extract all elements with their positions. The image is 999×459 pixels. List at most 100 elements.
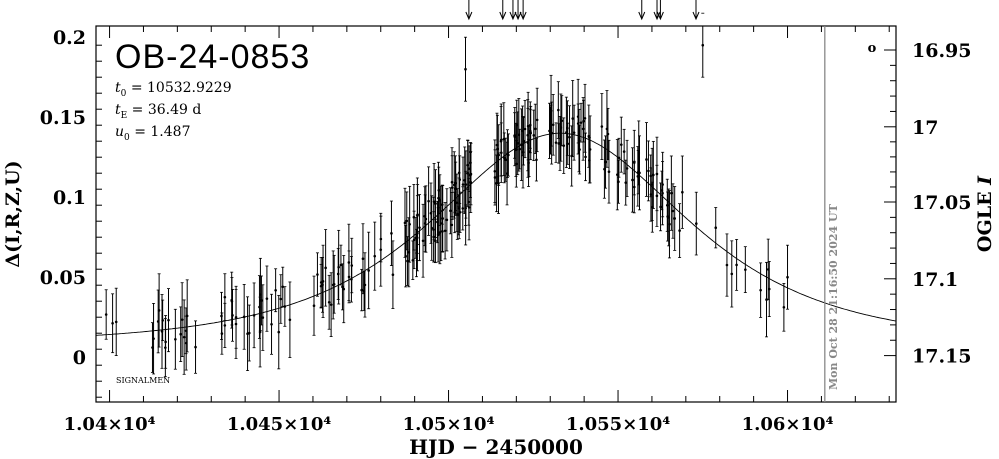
x-axis-label: HJD − 2450000 bbox=[409, 435, 583, 459]
data-point-196 bbox=[562, 117, 566, 174]
data-point-266 bbox=[725, 233, 729, 297]
data-point-104 bbox=[432, 211, 436, 263]
data-point-224 bbox=[624, 159, 628, 206]
observation-arrow-7 bbox=[656, 0, 664, 21]
data-point-29 bbox=[223, 273, 227, 321]
data-point-210 bbox=[576, 103, 580, 144]
data-point-231 bbox=[600, 93, 604, 160]
data-point-61 bbox=[332, 254, 336, 314]
data-point-52 bbox=[347, 250, 351, 304]
data-point-43 bbox=[270, 293, 274, 355]
data-point-74 bbox=[367, 231, 371, 310]
x-tick-label-4: 1.06×10⁴ bbox=[742, 414, 834, 435]
y-tick-label-left-3: 0.15 bbox=[40, 107, 86, 129]
data-point-218 bbox=[581, 97, 585, 161]
data-point-123 bbox=[467, 145, 471, 192]
data-point-261 bbox=[673, 186, 677, 251]
data-point-73 bbox=[363, 252, 367, 318]
data-point-51 bbox=[327, 274, 331, 330]
data-point-62 bbox=[342, 255, 346, 324]
x-tick-label-1: 1.045×10⁴ bbox=[227, 414, 331, 435]
data-point-179 bbox=[528, 109, 532, 154]
data-point-105 bbox=[433, 218, 437, 264]
data-point-180 bbox=[517, 98, 521, 172]
data-point-14 bbox=[173, 308, 177, 370]
data-point-270 bbox=[782, 283, 786, 332]
data-point-140 bbox=[448, 187, 452, 235]
data-point-185 bbox=[513, 112, 517, 159]
y-tick-label-left-4: 0.2 bbox=[53, 27, 86, 49]
data-point-26 bbox=[234, 289, 238, 359]
data-point-211 bbox=[583, 83, 587, 153]
y-tick-label-right-4: 17.15 bbox=[912, 346, 972, 368]
data-point-186 bbox=[551, 94, 555, 156]
data-point-116 bbox=[445, 188, 449, 252]
data-point-98 bbox=[423, 186, 427, 247]
data-point-96 bbox=[407, 217, 411, 288]
data-point-7 bbox=[163, 318, 167, 378]
data-point-192 bbox=[547, 102, 551, 159]
data-point-184 bbox=[522, 117, 526, 166]
data-point-187 bbox=[554, 122, 558, 163]
data-point-258 bbox=[714, 207, 718, 249]
observation-arrow-8 bbox=[692, 0, 700, 21]
data-point-70 bbox=[360, 268, 364, 312]
marker-label: o bbox=[868, 41, 877, 56]
data-point-234 bbox=[616, 159, 620, 204]
param-2: u0 = 1.487 bbox=[115, 124, 190, 143]
data-point-268 bbox=[730, 240, 734, 308]
data-point-269 bbox=[766, 238, 770, 301]
data-point-38 bbox=[274, 268, 278, 313]
data-point-236 bbox=[604, 135, 608, 189]
data-point-153 bbox=[533, 103, 537, 154]
observation-arrow-1 bbox=[499, 0, 507, 21]
data-point-39 bbox=[277, 294, 281, 370]
x-tick-label-3: 1.055×10⁴ bbox=[566, 414, 670, 435]
data-points bbox=[104, 12, 790, 378]
data-point-97 bbox=[403, 187, 407, 258]
data-point-65 bbox=[321, 256, 325, 313]
data-point-18 bbox=[184, 315, 188, 371]
data-point-182 bbox=[534, 138, 538, 182]
data-point-136 bbox=[464, 184, 468, 226]
data-point-47 bbox=[339, 244, 343, 286]
data-point-176 bbox=[493, 149, 497, 206]
y-axis-label-right: OGLE I bbox=[974, 175, 996, 252]
data-point-133 bbox=[454, 161, 458, 216]
data-point-208 bbox=[578, 124, 582, 175]
data-point-181 bbox=[515, 99, 519, 151]
data-point-31 bbox=[246, 296, 250, 372]
data-point-56 bbox=[337, 229, 341, 305]
observation-arrow-2 bbox=[509, 0, 517, 21]
data-point-141 bbox=[458, 191, 462, 233]
data-point-233 bbox=[630, 147, 634, 213]
data-point-127 bbox=[466, 140, 470, 191]
data-point-137 bbox=[461, 156, 465, 213]
observation-arrow-0 bbox=[465, 0, 473, 21]
data-point-9 bbox=[157, 273, 161, 348]
data-point-41 bbox=[288, 281, 292, 358]
observation-arrow-6 bbox=[653, 0, 661, 21]
data-point-67 bbox=[389, 200, 393, 266]
data-point-262 bbox=[680, 155, 684, 229]
data-point-59 bbox=[349, 256, 353, 303]
data-point-183 bbox=[502, 102, 506, 177]
data-point-256 bbox=[649, 167, 653, 222]
x-tick-label-2: 1.05×10⁴ bbox=[403, 414, 495, 435]
data-point-193 bbox=[535, 87, 539, 153]
data-point-55 bbox=[324, 229, 328, 307]
data-point-0 bbox=[104, 289, 108, 340]
data-point-103 bbox=[430, 195, 434, 261]
data-point-165 bbox=[499, 122, 503, 183]
data-point-174 bbox=[506, 133, 510, 177]
data-point-201 bbox=[568, 105, 572, 169]
data-point-217 bbox=[558, 116, 562, 171]
y-tick-label-right-3: 17.1 bbox=[912, 269, 958, 291]
data-point-253 bbox=[667, 190, 671, 259]
data-point-94 bbox=[412, 184, 416, 251]
data-point-242 bbox=[665, 178, 669, 232]
data-point-139 bbox=[441, 210, 445, 253]
data-point-144 bbox=[450, 147, 454, 218]
data-point-249 bbox=[646, 140, 650, 202]
y-tick-label-right-2: 17.05 bbox=[912, 192, 972, 214]
